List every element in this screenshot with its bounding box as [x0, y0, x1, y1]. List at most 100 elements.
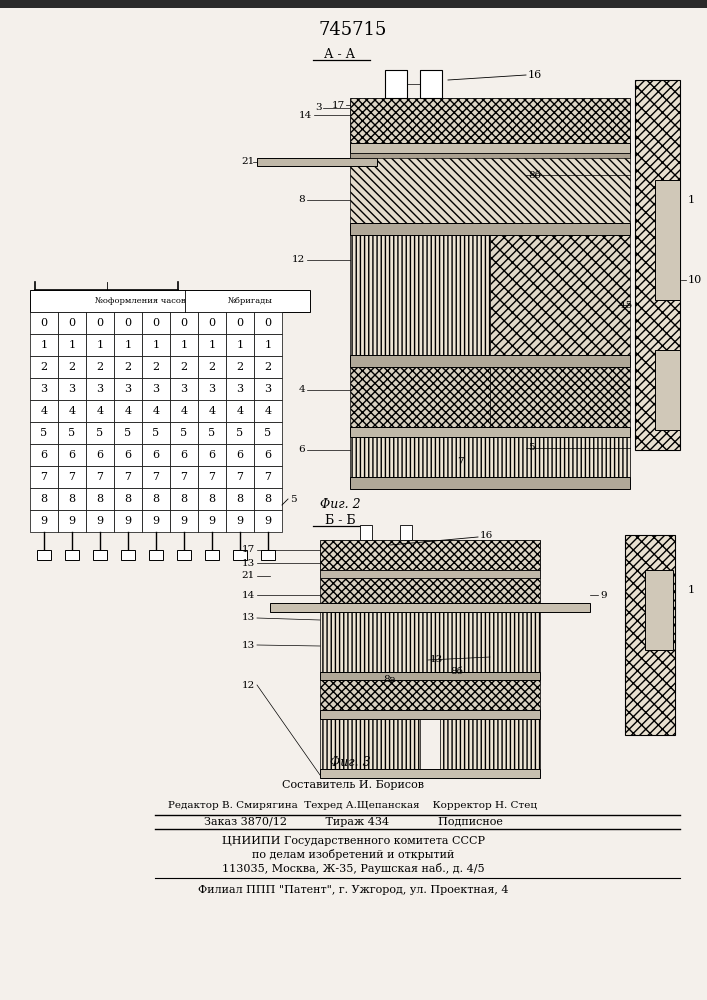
Text: 0: 0	[180, 318, 187, 328]
Bar	[142, 488, 170, 510]
Bar	[655, 350, 680, 430]
Text: 3: 3	[124, 384, 132, 394]
Text: №бригады: №бригады	[228, 297, 272, 305]
Bar	[58, 356, 86, 378]
Text: 7: 7	[96, 472, 103, 482]
Bar	[30, 466, 58, 488]
Text: 745715: 745715	[319, 21, 387, 39]
Text: 6: 6	[264, 450, 271, 460]
Bar	[30, 444, 58, 466]
Text: 2: 2	[96, 362, 103, 372]
Bar	[86, 488, 114, 510]
Bar	[58, 378, 86, 400]
Text: 8: 8	[124, 494, 132, 504]
Bar	[320, 719, 420, 769]
Bar	[114, 444, 142, 466]
Bar	[58, 312, 86, 334]
Text: 5: 5	[180, 428, 187, 438]
Text: 1: 1	[124, 340, 132, 350]
Bar	[320, 540, 540, 570]
Text: 7: 7	[153, 472, 160, 482]
Bar	[254, 488, 282, 510]
Bar	[114, 312, 142, 334]
Text: 5: 5	[264, 428, 271, 438]
Bar	[198, 444, 226, 466]
Text: 1: 1	[236, 340, 244, 350]
Bar	[121, 550, 135, 560]
Text: 2: 2	[180, 362, 187, 372]
Text: 6: 6	[69, 450, 76, 460]
Bar	[58, 488, 86, 510]
Text: 6: 6	[209, 450, 216, 460]
Bar	[142, 356, 170, 378]
Bar	[400, 525, 412, 540]
Bar	[254, 510, 282, 532]
Bar	[254, 422, 282, 444]
Text: 6: 6	[153, 450, 160, 460]
Bar	[30, 312, 58, 334]
Bar	[30, 334, 58, 356]
Bar	[254, 400, 282, 422]
Text: 16: 16	[480, 530, 493, 540]
Text: 5: 5	[96, 428, 103, 438]
Text: 8: 8	[236, 494, 244, 504]
Text: Филиал ППП "Патент", г. Ужгород, ул. Проектная, 4: Филиал ППП "Патент", г. Ужгород, ул. Про…	[198, 885, 508, 895]
Text: 0: 0	[264, 318, 271, 328]
Text: 2: 2	[264, 362, 271, 372]
Text: 7: 7	[237, 472, 243, 482]
Bar	[86, 466, 114, 488]
Text: 21: 21	[242, 157, 255, 166]
Bar	[490, 367, 630, 427]
Text: 5: 5	[69, 428, 76, 438]
Bar	[226, 444, 254, 466]
Text: 9: 9	[236, 516, 244, 526]
Bar	[86, 400, 114, 422]
Bar	[257, 158, 377, 166]
Bar	[142, 510, 170, 532]
Text: 5: 5	[290, 494, 297, 504]
Text: по делам изобретений и открытий: по делам изобретений и открытий	[252, 850, 454, 860]
Text: 7: 7	[209, 472, 216, 482]
Text: 9: 9	[180, 516, 187, 526]
Text: 0: 0	[124, 318, 132, 328]
Text: 1: 1	[180, 340, 187, 350]
Text: 13: 13	[242, 641, 255, 650]
Bar	[86, 312, 114, 334]
Text: Φиг. 2: Φиг. 2	[320, 498, 361, 512]
Text: 6: 6	[96, 450, 103, 460]
Bar	[198, 312, 226, 334]
Bar	[350, 437, 630, 477]
Text: 1: 1	[69, 340, 76, 350]
Text: 5: 5	[124, 428, 132, 438]
Text: 3: 3	[69, 384, 76, 394]
Text: 4: 4	[236, 406, 244, 416]
Bar	[170, 488, 198, 510]
Bar	[170, 312, 198, 334]
Bar	[226, 466, 254, 488]
Text: 7: 7	[40, 472, 47, 482]
Text: 5: 5	[236, 428, 244, 438]
Bar	[198, 356, 226, 378]
Text: 2: 2	[69, 362, 76, 372]
Text: 9: 9	[40, 516, 47, 526]
Text: 17: 17	[332, 101, 345, 109]
Text: 3: 3	[264, 384, 271, 394]
Bar	[205, 550, 219, 560]
Text: Редактор В. Смирягина  Техред А.Щепанская    Корректор Н. Стец: Редактор В. Смирягина Техред А.Щепанская…	[168, 800, 537, 810]
Bar	[65, 550, 79, 560]
Bar	[86, 510, 114, 532]
Text: 3: 3	[209, 384, 216, 394]
Bar	[320, 578, 540, 603]
Bar	[226, 510, 254, 532]
Text: 17: 17	[242, 546, 255, 554]
Text: 12: 12	[242, 680, 255, 690]
Text: 8: 8	[40, 494, 47, 504]
Bar	[198, 488, 226, 510]
Bar	[254, 334, 282, 356]
Bar	[170, 334, 198, 356]
Text: ЦНИИПИ Государственного комитета СССР: ЦНИИПИ Государственного комитета СССР	[221, 836, 484, 846]
Bar	[198, 466, 226, 488]
Bar	[142, 444, 170, 466]
Bar	[490, 235, 630, 355]
Bar	[30, 400, 58, 422]
